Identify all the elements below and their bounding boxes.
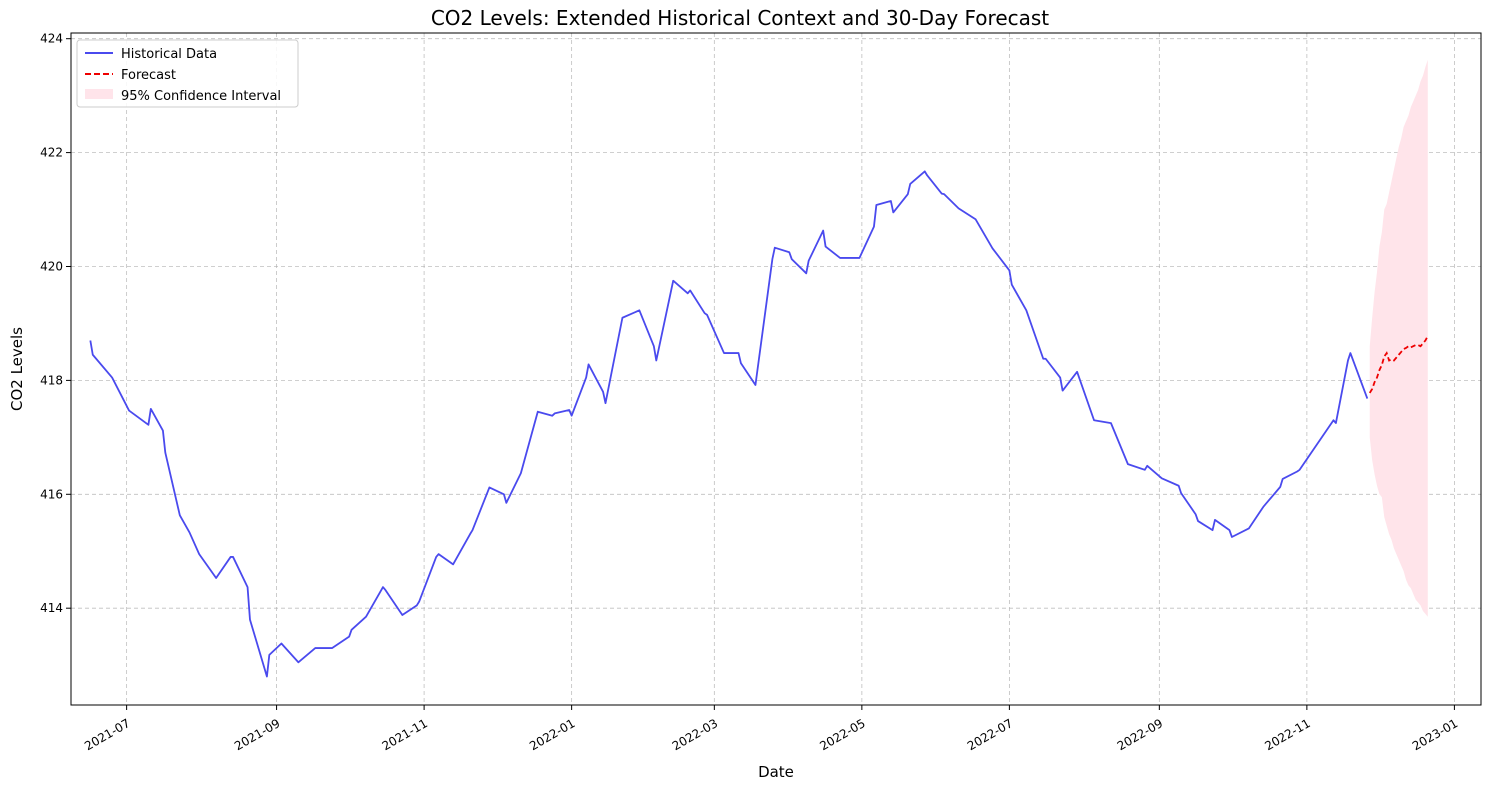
- y-tick-label: 416: [40, 487, 63, 501]
- historical-data-line: [89, 170, 1369, 678]
- legend-forecast-label: Forecast: [121, 68, 176, 83]
- confidence-band-layer: [1369, 59, 1428, 617]
- legend-ci-label: 95% Confidence Interval: [121, 89, 281, 104]
- grid: [71, 33, 1481, 705]
- legend-ci-swatch: [85, 89, 113, 99]
- x-axis-label: Date: [758, 763, 794, 781]
- legend-box: [76, 39, 299, 108]
- y-tick-label: 422: [40, 146, 63, 160]
- chart-title: CO2 Levels: Extended Historical Context …: [431, 6, 1049, 30]
- plot-frame: [70, 32, 1482, 706]
- y-axis-ticks: 414 416 418 420 422 424: [40, 32, 71, 615]
- forecast-line: [1368, 335, 1429, 394]
- y-tick-label: 414: [40, 601, 63, 615]
- y-tick-label: 424: [40, 32, 63, 46]
- y-tick-label: 420: [40, 259, 63, 273]
- y-axis-label: CO2 Levels: [8, 327, 26, 411]
- y-tick-label: 418: [40, 373, 63, 387]
- series-layer: [89, 170, 1429, 678]
- confidence-interval-band: [1369, 59, 1428, 617]
- legend-historical-label: Historical Data: [121, 47, 217, 62]
- legend: Historical Data Forecast 95% Confidence …: [76, 39, 299, 108]
